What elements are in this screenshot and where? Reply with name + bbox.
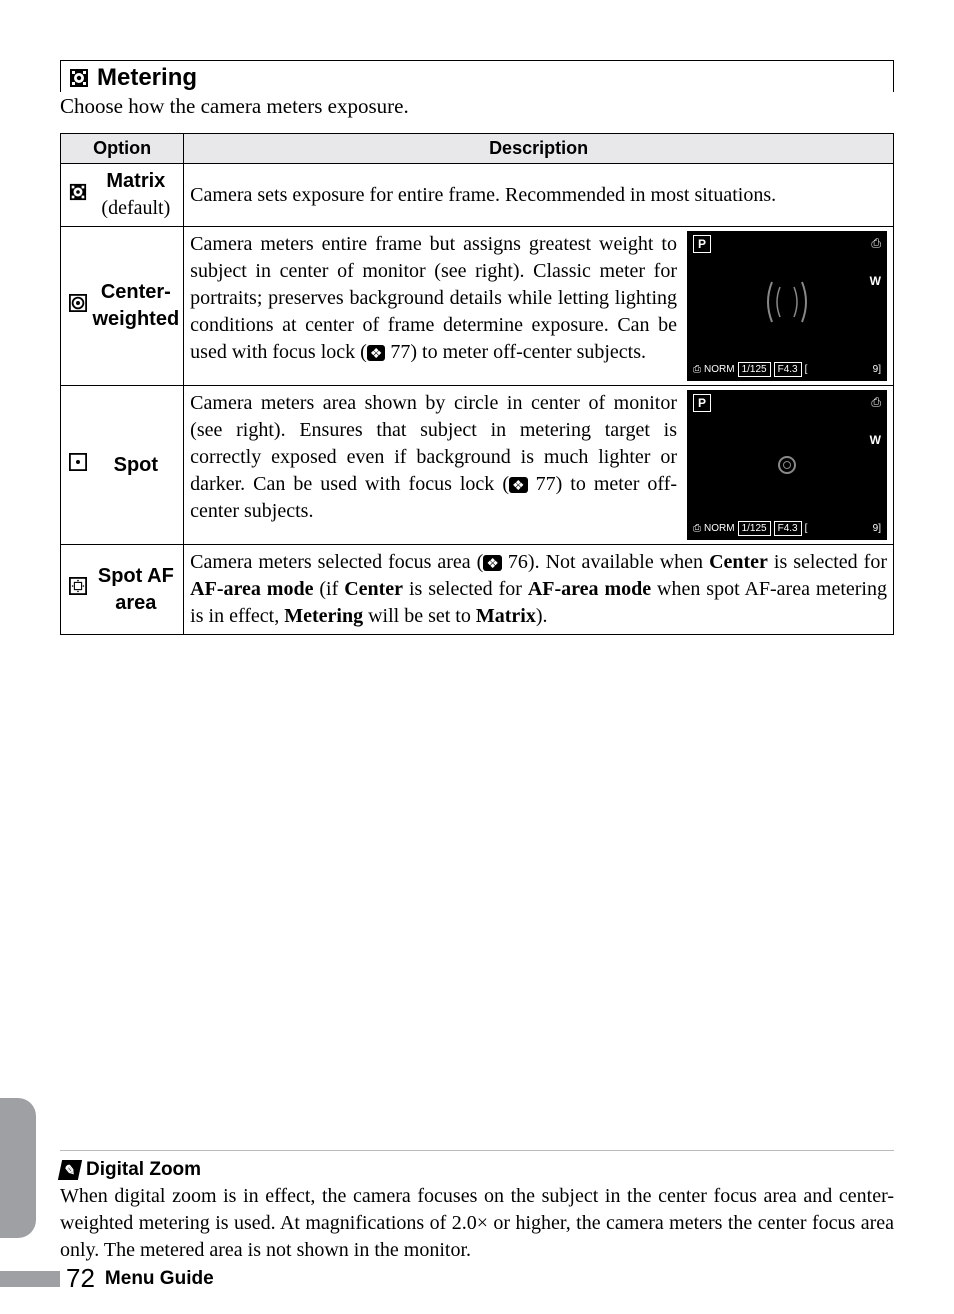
spot-af-icon	[61, 545, 93, 635]
metering-icon	[69, 68, 89, 88]
row-matrix: Matrix (default) Camera sets exposure fo…	[61, 164, 894, 227]
row-spot-af-area: Spot AFarea Camera meters selected focus…	[61, 545, 894, 635]
footer-bar	[0, 1271, 60, 1287]
lcd-preview-spot: P ⎙ W ⎙NORM 1/125 F4.3 [9]	[687, 390, 887, 540]
spot-af-desc: Camera meters selected focus area (❖ 76)…	[184, 545, 894, 635]
center-weighted-icon	[61, 227, 93, 386]
note-divider	[60, 1150, 894, 1151]
pencil-icon: ✎	[58, 1160, 82, 1180]
page-ref-icon: ❖	[509, 477, 528, 493]
footer-label: Menu Guide	[105, 1268, 214, 1290]
spot-desc: Camera meters area shown by circle in ce…	[184, 386, 894, 545]
matrix-icon	[61, 164, 93, 227]
col-option: Option	[61, 134, 184, 164]
section-title: Metering	[97, 64, 197, 92]
page-ref-icon: ❖	[483, 555, 502, 571]
digital-zoom-note: ✎ Digital Zoom When digital zoom is in e…	[60, 1150, 894, 1264]
side-tab	[0, 1098, 36, 1238]
section-header: Metering	[60, 60, 894, 92]
note-title: Digital Zoom	[86, 1159, 201, 1181]
page-footer: 72 Menu Guide	[0, 1263, 214, 1294]
metering-options-table: Option Description Matrix (default) Came…	[60, 133, 894, 635]
section-intro: Choose how the camera meters exposure.	[60, 94, 894, 119]
row-spot: Spot Camera meters area shown by circle …	[61, 386, 894, 545]
page-number: 72	[66, 1263, 95, 1294]
center-weighted-desc: Camera meters entire frame but assigns g…	[184, 227, 894, 386]
spot-name: Spot	[93, 386, 184, 545]
spot-icon	[61, 386, 93, 545]
col-description: Description	[184, 134, 894, 164]
row-center-weighted: Center-weighted Camera meters entire fra…	[61, 227, 894, 386]
spot-af-name: Spot AFarea	[93, 545, 184, 635]
matrix-desc: Camera sets exposure for entire frame. R…	[184, 164, 894, 227]
page-ref-icon: ❖	[367, 345, 386, 361]
lcd-preview-center: P ⎙ W ⎙NORM 1/125 F4.3 [9]	[687, 231, 887, 381]
center-weighted-name: Center-weighted	[93, 227, 184, 386]
note-body: When digital zoom is in effect, the came…	[60, 1183, 894, 1264]
matrix-name: Matrix (default)	[93, 164, 184, 227]
